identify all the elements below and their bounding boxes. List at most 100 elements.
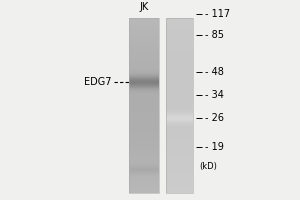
Bar <box>129 166 159 167</box>
Bar <box>167 173 193 174</box>
Bar <box>167 160 193 161</box>
Bar <box>167 93 193 94</box>
Bar <box>129 151 159 152</box>
Bar <box>129 41 159 42</box>
Bar <box>129 185 159 186</box>
Bar <box>167 83 193 84</box>
Bar <box>167 90 193 91</box>
Bar <box>167 48 193 49</box>
Bar <box>129 146 159 147</box>
Bar <box>167 68 193 69</box>
Bar <box>129 148 159 149</box>
Bar <box>129 163 159 164</box>
Bar <box>167 110 193 111</box>
Text: - 117: - 117 <box>205 9 230 19</box>
Bar <box>167 31 193 32</box>
Bar <box>167 177 193 178</box>
Bar <box>129 167 159 168</box>
Bar <box>167 56 193 57</box>
Bar <box>167 20 193 21</box>
Bar <box>129 187 159 188</box>
Bar <box>129 105 159 106</box>
Bar <box>167 39 193 40</box>
Bar <box>167 41 193 42</box>
Bar <box>129 52 159 53</box>
Bar <box>167 176 193 177</box>
Bar <box>167 167 193 168</box>
Bar <box>129 114 159 115</box>
Bar <box>129 33 159 34</box>
Bar <box>129 38 159 39</box>
Bar <box>167 135 193 136</box>
Bar <box>167 101 193 102</box>
Bar <box>129 139 159 140</box>
Bar <box>167 47 193 48</box>
Bar <box>167 21 193 22</box>
Bar <box>167 173 193 174</box>
Bar <box>129 145 159 146</box>
Bar <box>167 35 193 36</box>
Bar <box>129 171 159 172</box>
Bar <box>129 180 159 181</box>
Bar <box>167 137 193 138</box>
Bar <box>167 18 193 193</box>
Bar <box>167 88 193 89</box>
Bar <box>129 64 159 65</box>
Bar <box>129 42 159 43</box>
Bar <box>167 119 193 120</box>
Bar <box>167 24 193 25</box>
Bar <box>129 56 159 57</box>
Bar <box>129 156 159 157</box>
Bar <box>167 79 193 80</box>
Bar <box>167 87 193 88</box>
Bar <box>129 23 159 24</box>
Bar <box>129 140 159 141</box>
Bar <box>167 89 193 90</box>
Bar <box>129 152 159 153</box>
Bar <box>167 120 193 121</box>
Bar <box>129 35 159 36</box>
Bar <box>167 92 193 93</box>
Bar <box>129 31 159 32</box>
Bar <box>167 93 193 94</box>
Bar <box>129 55 159 56</box>
Bar <box>129 72 159 73</box>
Bar <box>129 70 159 71</box>
Bar <box>129 59 159 60</box>
Bar <box>167 21 193 22</box>
Bar <box>167 26 193 27</box>
Bar <box>129 83 159 84</box>
Bar <box>167 61 193 62</box>
Bar <box>129 187 159 188</box>
Bar <box>129 56 159 57</box>
Bar <box>129 93 159 94</box>
Bar <box>167 107 193 108</box>
Bar <box>129 24 159 25</box>
Bar <box>129 137 159 138</box>
Bar <box>167 22 193 23</box>
Bar <box>167 36 193 37</box>
Bar <box>129 72 159 73</box>
Bar <box>129 128 159 129</box>
Bar <box>129 164 159 165</box>
Bar <box>167 53 193 54</box>
Bar <box>167 145 193 146</box>
Bar <box>129 143 159 144</box>
Bar <box>129 181 159 182</box>
Bar <box>129 77 159 78</box>
Bar <box>167 174 193 175</box>
Bar <box>129 54 159 55</box>
Bar <box>129 173 159 174</box>
Bar <box>167 131 193 132</box>
Bar <box>129 121 159 122</box>
Bar <box>129 152 159 153</box>
Bar <box>167 118 193 119</box>
Bar <box>167 94 193 95</box>
Bar <box>167 83 193 84</box>
Bar <box>167 98 193 99</box>
Bar <box>167 57 193 58</box>
Bar <box>129 138 159 139</box>
Bar <box>129 28 159 29</box>
Bar <box>167 128 193 129</box>
Bar <box>167 133 193 134</box>
